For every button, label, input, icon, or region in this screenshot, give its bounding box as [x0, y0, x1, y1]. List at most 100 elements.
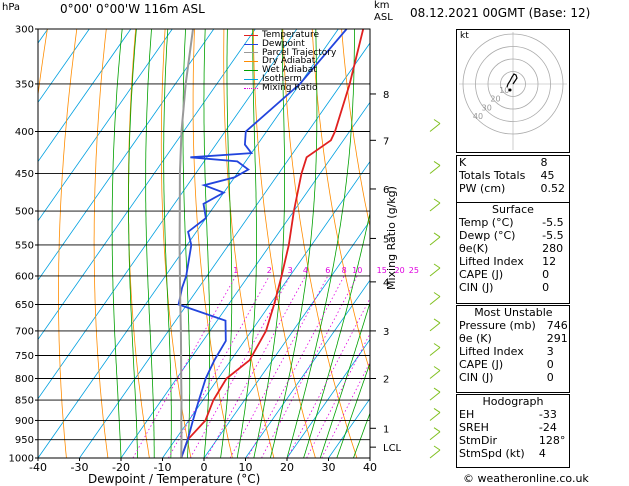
- copyright-link[interactable]: © weatheronline.co.uk: [463, 472, 589, 485]
- x-tick-label: -20: [112, 461, 130, 474]
- km-label: km: [374, 0, 390, 11]
- hodograph-trace: [506, 73, 518, 88]
- wet-adiabat: [128, 29, 139, 458]
- wind-barb: [429, 391, 441, 401]
- mu-label: Lifted Index: [459, 345, 524, 358]
- mixing-ratio-line: [190, 275, 291, 458]
- wind-barb: [429, 431, 441, 441]
- index-value: 8: [540, 156, 548, 169]
- surface-table: Surface Temp (°C) -5.5 Dewp (°C) -5.5 θe(K…: [456, 203, 570, 294]
- pressure-tick-label: 800: [15, 374, 34, 385]
- wind-barb: [429, 296, 441, 305]
- table-row: θe (K) 291: [456, 332, 571, 345]
- x-axis-label: Dewpoint / Temperature (°C): [88, 472, 261, 486]
- x-tick-label: 0: [201, 461, 208, 474]
- pressure-tick-label: 400: [15, 127, 34, 138]
- km-tick-label: 8: [383, 90, 389, 101]
- mu-label: CIN (J): [459, 371, 494, 384]
- isotherm-line: [0, 29, 6, 458]
- table-row: CAPE (J) 0: [456, 268, 570, 281]
- dry-adiabat: [577, 29, 629, 458]
- legend-item: Isotherm: [244, 75, 336, 84]
- pressure-tick-label: 950: [15, 435, 34, 446]
- mixing-ratio-label: 1: [233, 266, 238, 275]
- table-row: StmSpd (kt) 4: [456, 447, 570, 460]
- legend-label: Dry Adiabat: [262, 56, 316, 67]
- table-row: Temp (°C) -5.5: [456, 216, 570, 229]
- table-row: CIN (J) 0: [456, 371, 571, 384]
- hodo-value: -33: [538, 408, 557, 421]
- hodograph-box: [456, 394, 570, 468]
- km-tick-label: 1: [383, 424, 389, 435]
- mixing-ratio-axis-label: Mixing Ratio (g/kg): [385, 186, 398, 290]
- legend-item: Temperature: [244, 31, 336, 40]
- mu-value: 3: [546, 345, 554, 358]
- datetime-label: 08.12.2021 00GMT (Base: 12): [410, 6, 591, 20]
- table-row: Dewp (°C) -5.5: [456, 229, 570, 242]
- legend-label: Mixing Ratio: [262, 82, 318, 93]
- table-row: CIN (J) 0: [456, 281, 570, 294]
- pressure-tick-label: 500: [15, 207, 34, 218]
- hodograph: kt 10 20 30 40: [456, 29, 570, 153]
- mu-value: 0: [546, 358, 554, 371]
- plot-area: [0, 29, 629, 458]
- km-tick-label: 5: [383, 234, 389, 245]
- pressure-tick-label: 700: [15, 326, 34, 337]
- hodo-value: 128°: [538, 434, 566, 447]
- legend-label: Wet Adiabat: [262, 65, 317, 76]
- table-row: Pressure (mb) 746: [456, 319, 571, 332]
- dry-adiabat: [58, 29, 78, 458]
- hodograph-ring-label: 40: [473, 112, 483, 121]
- wind-barb-flag: [433, 366, 441, 371]
- wet-adiabat: [145, 29, 155, 458]
- pressure-tick-label: 550: [15, 240, 34, 251]
- mixing-ratio-label: 20: [395, 266, 405, 275]
- mixing-ratio-label: 15: [377, 266, 387, 275]
- mu-value: 291: [546, 332, 568, 345]
- wet-adiabat: [236, 29, 257, 458]
- hodo-label: SREH: [459, 421, 489, 434]
- isotherm-line: [38, 29, 339, 458]
- surface-value: 12: [542, 255, 557, 268]
- mu-label: θe (K): [459, 332, 492, 345]
- index-value: 0.52: [540, 182, 565, 195]
- wind-barb-flag: [433, 161, 441, 166]
- hodograph-ring-label: 10: [499, 86, 509, 95]
- series-parcel-trajectory: [178, 29, 194, 458]
- isotherm-line: [38, 29, 215, 281]
- legend-label: Dewpoint: [262, 38, 305, 49]
- pressure-tick-label: 450: [15, 169, 34, 180]
- mixing-ratio-line: [168, 275, 270, 458]
- surface-value: 0: [542, 268, 550, 281]
- legend-swatch: [244, 52, 258, 54]
- isotherm-line: [38, 29, 256, 341]
- isotherm-line: [38, 29, 173, 222]
- index-label: K: [459, 156, 467, 169]
- x-tick-label: 30: [322, 461, 336, 474]
- isotherm-line: [38, 29, 132, 163]
- isotherm-line: [203, 220, 370, 458]
- mixing-ratio-label: 8: [342, 266, 347, 275]
- legend-label: Parcel Trajectory: [262, 47, 337, 58]
- table-row: θe(K) 280: [456, 242, 570, 255]
- dry-adiabat: [93, 29, 109, 458]
- hodo-label: StmDir: [459, 434, 498, 447]
- wind-barb: [429, 322, 441, 332]
- surface-label: Lifted Index: [459, 255, 524, 268]
- mixing-ratio-line: [321, 361, 370, 458]
- hodograph-unit: kt: [460, 31, 469, 41]
- hodo-value: 4: [538, 447, 546, 460]
- km-tick-label: LCL: [383, 443, 402, 454]
- legend-label: Isotherm: [262, 73, 302, 84]
- index-value: 45: [540, 169, 555, 182]
- mixing-ratio-label: 4: [303, 266, 308, 275]
- surface-value: 280: [542, 242, 564, 255]
- mixing-ratio-label: 2: [267, 266, 272, 275]
- legend-swatch: [244, 43, 258, 45]
- wind-barb-flag: [433, 232, 441, 238]
- series-dewpoint: [177, 29, 348, 458]
- mu-label: Pressure (mb): [459, 319, 536, 332]
- x-tick-label: 40: [363, 461, 377, 474]
- wind-barb: [429, 370, 441, 379]
